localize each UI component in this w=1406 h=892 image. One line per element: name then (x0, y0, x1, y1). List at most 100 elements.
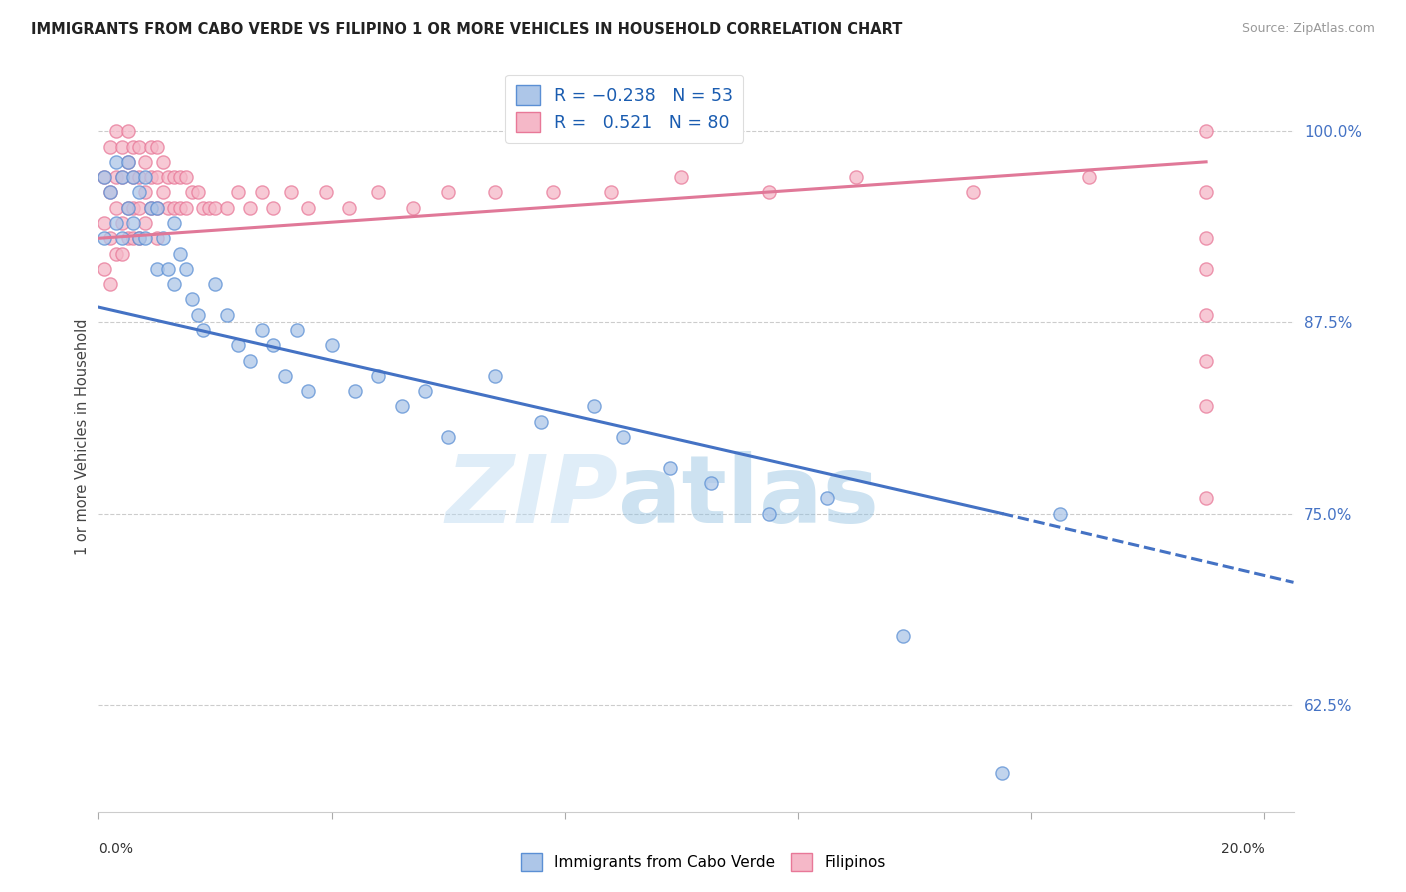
Point (402, 201, 425, 215)
Point (437, 186, 460, 200)
Text: Source: ZipAtlas.com: Source: ZipAtlas.com (1241, 22, 1375, 36)
Point (204, 277, 226, 292)
Point (204, 201, 226, 215)
Point (193, 201, 215, 215)
Point (962, 186, 984, 200)
Point (117, 231, 139, 245)
Point (228, 186, 250, 200)
Point (111, 170, 134, 185)
Point (145, 170, 167, 185)
Point (128, 170, 150, 185)
Point (1195, 124, 1218, 138)
Point (122, 231, 145, 245)
Point (239, 201, 262, 215)
Text: 20.0%: 20.0% (1220, 842, 1264, 856)
Point (104, 216, 127, 230)
Text: atlas: atlas (619, 451, 879, 543)
Point (163, 201, 186, 215)
Point (117, 154, 139, 169)
Point (134, 216, 156, 230)
Point (845, 170, 868, 185)
Point (93, 216, 115, 230)
Point (699, 475, 721, 490)
Point (484, 186, 506, 200)
Point (157, 170, 180, 185)
Point (122, 201, 145, 215)
Point (111, 246, 134, 260)
Point (111, 139, 134, 153)
Point (111, 216, 134, 230)
Point (98, 231, 121, 245)
Point (128, 231, 150, 245)
Point (180, 186, 202, 200)
Point (228, 338, 250, 352)
Point (134, 186, 156, 200)
Point (128, 139, 150, 153)
Point (262, 201, 284, 215)
Point (163, 170, 186, 185)
Point (1195, 186, 1218, 200)
Point (215, 201, 238, 215)
Point (658, 460, 681, 475)
Point (122, 170, 145, 185)
Point (186, 308, 208, 322)
Point (122, 170, 145, 185)
Point (1078, 170, 1101, 185)
Point (367, 186, 389, 200)
Point (117, 124, 139, 138)
Point (337, 201, 360, 215)
Point (139, 139, 162, 153)
Point (413, 384, 436, 399)
Point (274, 368, 297, 383)
Point (193, 323, 215, 337)
Point (239, 353, 262, 368)
Point (174, 201, 197, 215)
Point (111, 231, 134, 245)
Point (180, 293, 202, 307)
Point (128, 186, 150, 200)
Point (117, 201, 139, 215)
Point (215, 308, 238, 322)
Point (1049, 507, 1071, 521)
Point (437, 430, 460, 444)
Point (128, 201, 150, 215)
Point (1195, 261, 1218, 276)
Point (98, 139, 121, 153)
Point (600, 186, 623, 200)
Point (104, 246, 127, 260)
Point (98, 186, 121, 200)
Point (157, 261, 180, 276)
Point (1195, 400, 1218, 414)
Point (111, 170, 134, 185)
Point (139, 170, 162, 185)
Point (163, 216, 186, 230)
Point (174, 170, 197, 185)
Point (297, 384, 319, 399)
Point (145, 139, 167, 153)
Point (145, 201, 167, 215)
Point (343, 384, 366, 399)
Point (250, 186, 273, 200)
Point (285, 323, 308, 337)
Point (98, 277, 121, 292)
Point (321, 338, 343, 352)
Legend: Immigrants from Cabo Verde, Filipinos: Immigrants from Cabo Verde, Filipinos (515, 847, 891, 877)
Point (169, 170, 191, 185)
Point (991, 766, 1014, 780)
Point (104, 201, 127, 215)
Text: ZIP: ZIP (446, 451, 619, 543)
Point (262, 338, 284, 352)
Point (315, 186, 337, 200)
Point (541, 186, 564, 200)
Point (297, 201, 319, 215)
Point (122, 139, 145, 153)
Point (152, 186, 174, 200)
Point (186, 186, 208, 200)
Point (152, 231, 174, 245)
Point (93, 231, 115, 245)
Text: IMMIGRANTS FROM CABO VERDE VS FILIPINO 1 OR MORE VEHICLES IN HOUSEHOLD CORRELATI: IMMIGRANTS FROM CABO VERDE VS FILIPINO 1… (31, 22, 903, 37)
Point (152, 154, 174, 169)
Point (157, 201, 180, 215)
Point (280, 186, 302, 200)
Point (891, 629, 914, 643)
